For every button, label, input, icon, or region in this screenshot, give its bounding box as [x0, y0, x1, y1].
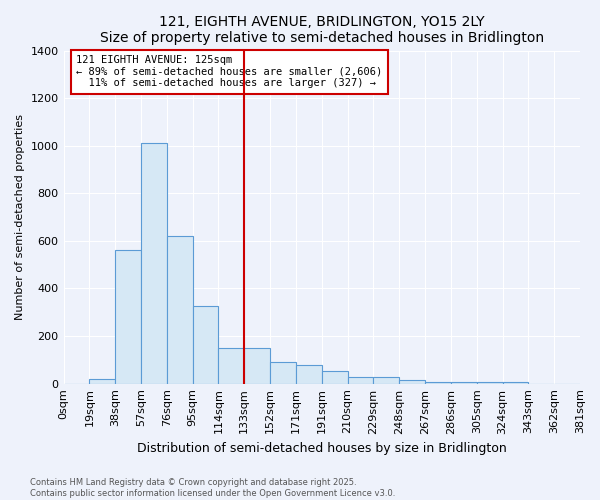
- X-axis label: Distribution of semi-detached houses by size in Bridlington: Distribution of semi-detached houses by …: [137, 442, 506, 455]
- Y-axis label: Number of semi-detached properties: Number of semi-detached properties: [15, 114, 25, 320]
- Bar: [322, 370, 347, 384]
- Bar: [503, 382, 529, 384]
- Title: 121, EIGHTH AVENUE, BRIDLINGTON, YO15 2LY
Size of property relative to semi-deta: 121, EIGHTH AVENUE, BRIDLINGTON, YO15 2L…: [100, 15, 544, 45]
- Bar: [167, 236, 193, 384]
- Bar: [244, 348, 270, 384]
- Bar: [477, 382, 503, 384]
- Bar: [399, 380, 425, 384]
- Text: 121 EIGHTH AVENUE: 125sqm
← 89% of semi-detached houses are smaller (2,606)
  11: 121 EIGHTH AVENUE: 125sqm ← 89% of semi-…: [76, 56, 383, 88]
- Bar: [141, 144, 167, 384]
- Text: Contains HM Land Registry data © Crown copyright and database right 2025.
Contai: Contains HM Land Registry data © Crown c…: [30, 478, 395, 498]
- Bar: [373, 376, 399, 384]
- Bar: [115, 250, 141, 384]
- Bar: [218, 348, 244, 384]
- Bar: [451, 382, 477, 384]
- Bar: [193, 306, 218, 384]
- Bar: [296, 364, 322, 384]
- Bar: [89, 379, 115, 384]
- Bar: [270, 362, 296, 384]
- Bar: [347, 376, 373, 384]
- Bar: [425, 382, 451, 384]
